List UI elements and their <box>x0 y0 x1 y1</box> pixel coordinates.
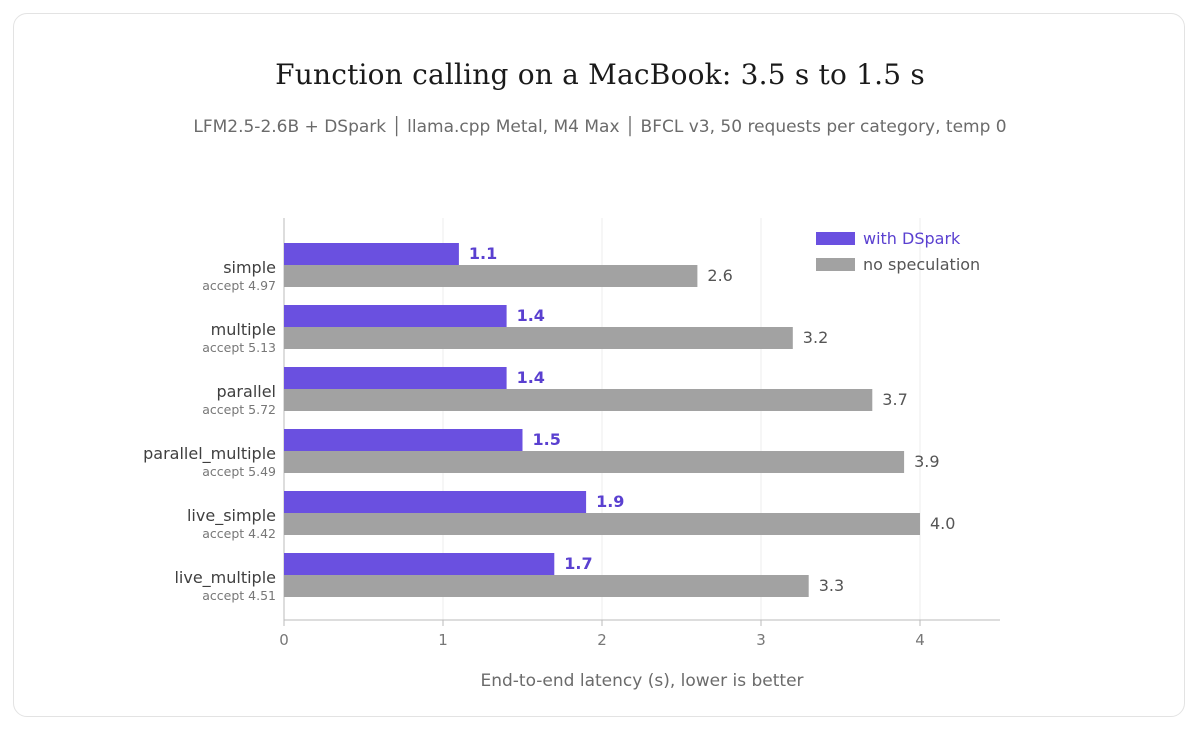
x-axis-label: End-to-end latency (s), lower is better <box>480 671 803 691</box>
bar-with-dspark <box>284 553 555 575</box>
data-label-no-speculation: 2.6 <box>707 266 732 285</box>
data-label-no-speculation: 3.3 <box>819 576 844 595</box>
bar-with-dspark <box>284 305 507 327</box>
bar-no-speculation <box>284 265 698 287</box>
category-label: simple <box>223 258 276 277</box>
x-tick-label: 4 <box>915 631 925 649</box>
data-label-no-speculation: 4.0 <box>930 514 955 533</box>
bar-with-dspark <box>284 491 587 513</box>
bar-with-dspark <box>284 429 523 451</box>
data-label-with-dspark: 1.1 <box>469 244 497 263</box>
data-label-with-dspark: 1.7 <box>564 554 592 573</box>
accept-rate-label: accept 4.42 <box>202 526 276 541</box>
legend-swatch-no-speculation <box>816 258 855 271</box>
bar-no-speculation <box>284 327 793 349</box>
accept-rate-label: accept 5.49 <box>202 464 276 479</box>
data-label-no-speculation: 3.7 <box>882 390 907 409</box>
data-label-with-dspark: 1.5 <box>533 430 561 449</box>
bar-with-dspark <box>284 367 507 389</box>
category-label: live_simple <box>187 506 276 526</box>
accept-rate-label: accept 4.51 <box>202 588 276 603</box>
data-label-no-speculation: 3.2 <box>803 328 828 347</box>
category-label: parallel <box>216 382 276 401</box>
data-label-with-dspark: 1.9 <box>596 492 624 511</box>
accept-rate-label: accept 5.13 <box>202 340 276 355</box>
x-tick-label: 2 <box>597 631 607 649</box>
category-label: parallel_multiple <box>143 444 276 464</box>
data-label-no-speculation: 3.9 <box>914 452 939 471</box>
x-tick-label: 0 <box>279 631 289 649</box>
legend-label-with-dspark: with DSpark <box>863 229 961 248</box>
legend-label-no-speculation: no speculation <box>863 255 980 274</box>
data-label-with-dspark: 1.4 <box>517 306 545 325</box>
bar-with-dspark <box>284 243 459 265</box>
category-label: multiple <box>211 320 276 339</box>
x-tick-label: 3 <box>756 631 766 649</box>
accept-rate-label: accept 5.72 <box>202 402 276 417</box>
bar-no-speculation <box>284 575 809 597</box>
category-label: live_multiple <box>174 568 276 588</box>
chart-subtitle: LFM2.5-2.6B + DSpark │ llama.cpp Metal, … <box>193 117 1007 137</box>
legend-swatch-with-dspark <box>816 232 855 245</box>
accept-rate-label: accept 4.97 <box>202 278 276 293</box>
x-tick-label: 1 <box>438 631 448 649</box>
bar-no-speculation <box>284 389 873 411</box>
data-label-with-dspark: 1.4 <box>517 368 545 387</box>
chart-card <box>13 13 1185 717</box>
chart-title: Function calling on a MacBook: 3.5 s to … <box>275 58 925 91</box>
bar-no-speculation <box>284 451 905 473</box>
bar-no-speculation <box>284 513 920 535</box>
